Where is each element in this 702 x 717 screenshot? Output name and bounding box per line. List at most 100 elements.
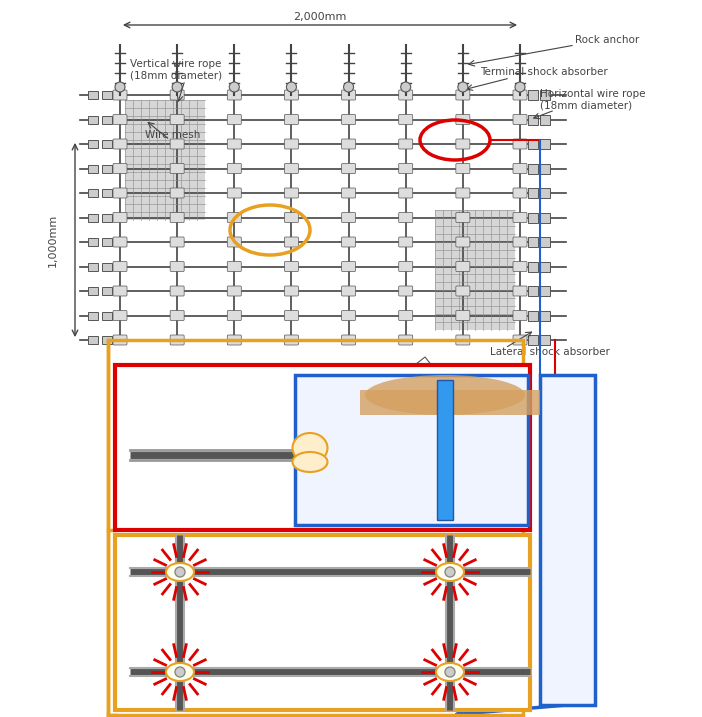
FancyBboxPatch shape (342, 212, 356, 222)
FancyBboxPatch shape (284, 310, 298, 320)
Bar (540, 212, 550, 222)
FancyBboxPatch shape (284, 188, 298, 198)
FancyBboxPatch shape (342, 139, 356, 149)
Circle shape (175, 567, 185, 577)
Ellipse shape (293, 452, 328, 472)
FancyBboxPatch shape (170, 262, 184, 272)
FancyBboxPatch shape (456, 262, 470, 272)
FancyBboxPatch shape (115, 535, 530, 710)
Bar (102, 311, 112, 320)
Text: Horizontal wire rope
(18mm diameter): Horizontal wire rope (18mm diameter) (540, 89, 646, 111)
Circle shape (172, 82, 182, 92)
FancyBboxPatch shape (170, 163, 184, 174)
FancyBboxPatch shape (456, 335, 470, 345)
Bar (88, 262, 98, 270)
Bar (88, 287, 98, 295)
FancyBboxPatch shape (513, 335, 527, 345)
Bar (540, 163, 550, 174)
Text: Horizontal wire rope: Horizontal wire rope (230, 680, 336, 690)
FancyBboxPatch shape (113, 262, 127, 272)
Bar (540, 115, 550, 125)
FancyBboxPatch shape (113, 237, 127, 247)
FancyBboxPatch shape (284, 335, 298, 345)
FancyBboxPatch shape (342, 262, 356, 272)
FancyBboxPatch shape (113, 286, 127, 296)
FancyBboxPatch shape (399, 286, 413, 296)
Bar (540, 335, 550, 345)
FancyBboxPatch shape (170, 286, 184, 296)
Bar (528, 335, 538, 345)
FancyBboxPatch shape (284, 212, 298, 222)
FancyBboxPatch shape (342, 286, 356, 296)
Circle shape (445, 667, 455, 677)
FancyBboxPatch shape (227, 188, 241, 198)
Text: Lateral shock absorber: Lateral shock absorber (490, 347, 610, 357)
Text: Vertical wire rope
(18mm diameter): Vertical wire rope (18mm diameter) (130, 60, 222, 81)
Bar (88, 115, 98, 123)
Text: Rock anchor: Rock anchor (575, 35, 640, 45)
Bar (88, 238, 98, 246)
Bar (102, 238, 112, 246)
FancyBboxPatch shape (115, 365, 530, 530)
Bar (435, 210, 515, 330)
Bar (540, 237, 550, 247)
FancyBboxPatch shape (456, 310, 470, 320)
FancyBboxPatch shape (227, 262, 241, 272)
Text: S
h
o
c
k
 
a
b
s
o
r
b
e
r: S h o c k a b s o r b e r (563, 436, 571, 644)
FancyBboxPatch shape (170, 335, 184, 345)
Bar (88, 140, 98, 148)
FancyBboxPatch shape (227, 163, 241, 174)
FancyBboxPatch shape (456, 286, 470, 296)
Bar (540, 310, 550, 320)
FancyBboxPatch shape (342, 237, 356, 247)
FancyBboxPatch shape (513, 237, 527, 247)
FancyBboxPatch shape (113, 139, 127, 149)
Bar (540, 262, 550, 272)
FancyBboxPatch shape (456, 237, 470, 247)
Circle shape (286, 82, 296, 92)
FancyBboxPatch shape (456, 115, 470, 125)
Bar (88, 91, 98, 99)
FancyBboxPatch shape (513, 115, 527, 125)
Bar (102, 262, 112, 270)
Bar (528, 286, 538, 296)
FancyBboxPatch shape (513, 139, 527, 149)
Bar (88, 311, 98, 320)
FancyBboxPatch shape (113, 310, 127, 320)
Ellipse shape (166, 663, 194, 681)
Bar (540, 139, 550, 149)
Circle shape (175, 667, 185, 677)
Bar (540, 90, 550, 100)
FancyBboxPatch shape (342, 335, 356, 345)
Ellipse shape (293, 433, 328, 463)
FancyBboxPatch shape (342, 188, 356, 198)
Bar (102, 287, 112, 295)
FancyBboxPatch shape (227, 286, 241, 296)
Ellipse shape (436, 663, 464, 681)
FancyBboxPatch shape (170, 212, 184, 222)
FancyBboxPatch shape (513, 262, 527, 272)
FancyBboxPatch shape (284, 90, 298, 100)
FancyBboxPatch shape (513, 310, 527, 320)
Bar (528, 90, 538, 100)
Text: Lateral shock absorbers: Lateral shock absorbers (192, 547, 318, 557)
FancyBboxPatch shape (227, 139, 241, 149)
Circle shape (401, 82, 411, 92)
FancyBboxPatch shape (342, 115, 356, 125)
Bar (528, 188, 538, 198)
FancyBboxPatch shape (113, 188, 127, 198)
Bar (102, 214, 112, 222)
Circle shape (458, 82, 468, 92)
Text: Excess length
Slippage: Excess length Slippage (370, 371, 437, 429)
FancyBboxPatch shape (399, 262, 413, 272)
Text: 2,000mm: 2,000mm (293, 12, 347, 22)
FancyBboxPatch shape (227, 90, 241, 100)
Bar (528, 262, 538, 272)
Ellipse shape (436, 563, 464, 581)
Bar (528, 163, 538, 174)
FancyBboxPatch shape (399, 212, 413, 222)
FancyBboxPatch shape (399, 139, 413, 149)
Ellipse shape (166, 563, 194, 581)
FancyBboxPatch shape (113, 115, 127, 125)
Text: Wire rope: Wire rope (145, 473, 195, 483)
